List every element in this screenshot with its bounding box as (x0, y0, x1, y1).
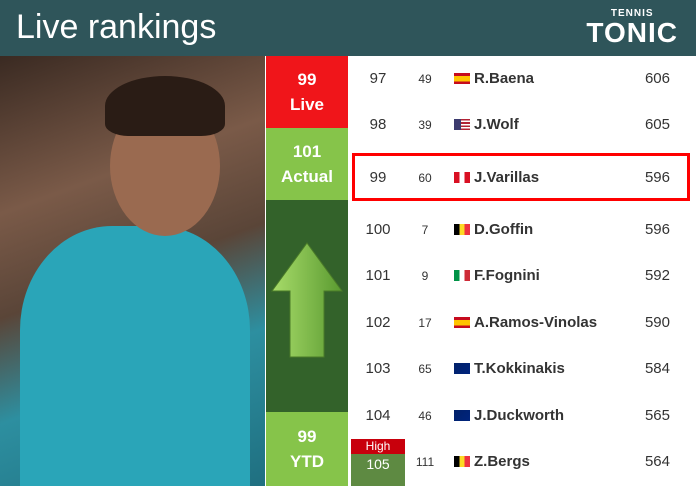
table-row[interactable]: 100 7 D.Goffin 596 (348, 207, 696, 253)
player-name[interactable]: J.Varillas (474, 169, 540, 186)
previous-rank: 60 (418, 171, 432, 185)
rank: 104 (365, 407, 391, 424)
points: 564 (644, 453, 670, 470)
high-rank: 105 (366, 456, 390, 472)
previous-rank: 111 (415, 455, 435, 469)
rank: 101 (365, 267, 391, 284)
points: 584 (644, 360, 670, 377)
logo-top: TENNIS (610, 8, 654, 19)
previous-rank: 46 (418, 409, 432, 423)
points: 592 (644, 267, 670, 284)
previous-rank: 39 (418, 118, 432, 132)
ytd-rank-box: 99 YTD (266, 412, 348, 486)
points: 590 (644, 314, 670, 331)
tennis-tonic-logo[interactable]: TENNIS TONIC (586, 8, 678, 47)
points: 565 (644, 407, 670, 424)
highlighted-row-frame (352, 153, 690, 201)
table-row[interactable]: 97 49 R.Baena 606 (348, 56, 696, 102)
flag-spain-icon (454, 73, 470, 84)
photo-hair (105, 76, 225, 136)
previous-rank: 17 (418, 316, 432, 330)
table-row-highlighted[interactable]: 99 60 J.Varillas 596 (348, 155, 696, 201)
player-name[interactable]: J.Wolf (474, 116, 519, 133)
previous-rank: 65 (418, 362, 432, 376)
points: 605 (644, 116, 670, 133)
rank: 97 (369, 70, 387, 87)
flag-spain-icon (454, 317, 470, 328)
logo-main: TONIC (586, 17, 678, 48)
ytd-rank: 99 (297, 427, 317, 446)
player-name[interactable]: F.Fognini (474, 267, 540, 284)
flag-australia-icon (454, 410, 470, 421)
table-row[interactable]: 98 39 J.Wolf 605 (348, 102, 696, 148)
player-name[interactable]: Z.Bergs (474, 453, 530, 470)
live-rank-box: 99 Live (266, 56, 348, 128)
player-photo (0, 56, 265, 486)
arrow-up-icon (271, 242, 343, 358)
points: 596 (644, 221, 670, 238)
photo-shirt (20, 226, 250, 486)
page-title: Live rankings (16, 8, 217, 46)
player-name[interactable]: A.Ramos-Vinolas (474, 314, 598, 331)
points: 606 (644, 70, 670, 87)
flag-australia-icon (454, 363, 470, 374)
rank: 99 (369, 169, 387, 186)
flag-belgium-icon (454, 224, 470, 235)
player-name[interactable]: D.Goffin (474, 221, 534, 238)
table-row[interactable]: 102 17 A.Ramos-Vinolas 590 (348, 300, 696, 346)
rank: 98 (369, 116, 387, 133)
ytd-label: YTD (290, 452, 324, 471)
table-row[interactable]: 103 65 T.Kokkinakis 584 (348, 346, 696, 392)
previous-rank: 7 (421, 223, 429, 237)
rank: 103 (365, 360, 391, 377)
previous-rank: 49 (418, 72, 432, 86)
actual-rank: 101 (292, 142, 322, 161)
actual-label: Actual (281, 167, 333, 186)
flag-peru-icon (454, 172, 470, 183)
actual-rank-box: 101 Actual (266, 128, 348, 200)
player-name[interactable]: T.Kokkinakis (474, 360, 565, 377)
previous-rank: 9 (421, 269, 429, 283)
live-rank: 99 (297, 70, 317, 89)
rank: 100 (365, 221, 391, 238)
points: 596 (644, 169, 670, 186)
live-label: Live (289, 95, 325, 114)
flag-usa-icon (454, 119, 470, 130)
career-high-badge: High 105 (351, 439, 405, 486)
high-label: High (351, 439, 405, 454)
flag-belgium-icon (454, 456, 470, 467)
table-row[interactable]: 104 46 J.Duckworth 565 (348, 393, 696, 439)
flag-italy-icon (454, 270, 470, 281)
rank: 102 (365, 314, 391, 331)
table-row[interactable]: 101 9 F.Fognini 592 (348, 253, 696, 299)
table-row[interactable]: 111 Z.Bergs 564 (348, 439, 696, 485)
player-name[interactable]: R.Baena (474, 70, 535, 87)
ranking-summary: 99 Live 101 Actual 99 YTD (266, 56, 348, 486)
player-name[interactable]: J.Duckworth (474, 407, 565, 424)
header: Live rankings TENNIS TONIC (0, 0, 696, 56)
